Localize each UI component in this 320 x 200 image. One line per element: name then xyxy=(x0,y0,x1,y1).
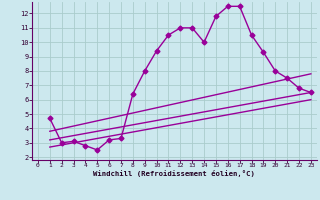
X-axis label: Windchill (Refroidissement éolien,°C): Windchill (Refroidissement éolien,°C) xyxy=(93,170,255,177)
